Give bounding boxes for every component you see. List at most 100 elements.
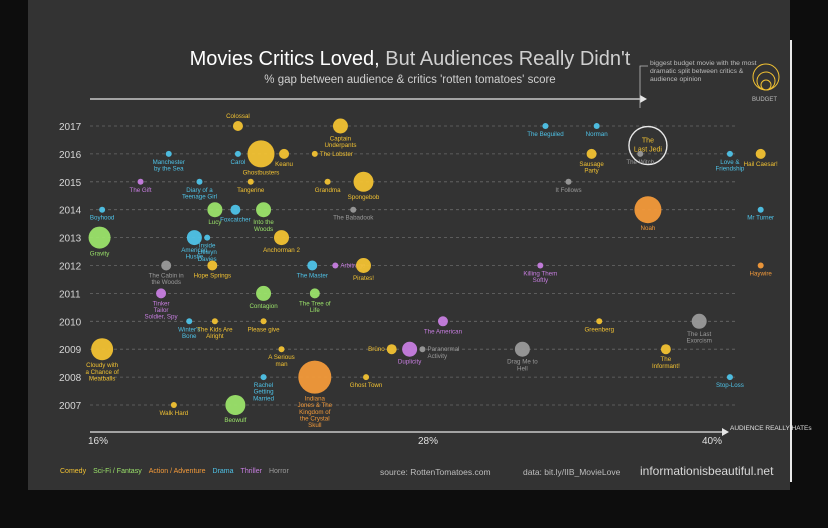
bubble-39 xyxy=(256,285,272,301)
bubble-32 xyxy=(207,260,218,271)
bubble-label-41-0: Winter's xyxy=(178,326,200,333)
bubble-1 xyxy=(332,118,348,134)
budget-legend-label: BUDGET xyxy=(752,97,778,103)
bubble-51 xyxy=(419,346,426,353)
bubble-37 xyxy=(757,262,764,269)
bubble-label-44-0: The American xyxy=(424,328,463,335)
bubble-46 xyxy=(691,313,707,329)
year-label-2010: 2010 xyxy=(59,317,82,328)
year-label-2012: 2012 xyxy=(59,262,82,273)
year-label-2009: 2009 xyxy=(59,345,82,356)
bubble-label-48-1: man xyxy=(275,361,288,368)
bubble-59 xyxy=(225,395,246,415)
bubble-label-24-0: The Babadook xyxy=(333,215,374,222)
bubble-5 xyxy=(165,150,172,157)
bubble-label-55-4: Skull xyxy=(308,422,321,429)
bubble-15 xyxy=(196,178,203,185)
year-label-2015: 2015 xyxy=(59,178,82,189)
bubble-label-25-0: Noah xyxy=(641,225,656,232)
bubble-35 xyxy=(356,258,371,273)
bubble-label-5-1: by the Sea xyxy=(154,166,184,173)
bubble-11 xyxy=(637,150,644,157)
bubble-label-51-0: Paranormal xyxy=(427,346,459,353)
bubble-label-22-0: Foxcatcher xyxy=(220,217,251,224)
bubble-label-12-1: Friendship xyxy=(715,166,744,173)
bubble-label-46-1: Exorcism xyxy=(686,337,711,344)
bubble-7 xyxy=(247,140,275,168)
note-leader xyxy=(639,65,648,108)
bubble-42 xyxy=(211,318,218,325)
bubble-24 xyxy=(350,206,357,213)
bubble-58 xyxy=(170,402,177,408)
bubble-label-3-0: Norman xyxy=(586,131,609,138)
bubble-label-0-0: Colossal xyxy=(226,113,250,120)
bubble-label-41-1: Bone xyxy=(182,333,197,340)
bubble-label-29-2: Davies xyxy=(198,256,217,263)
right-edge-rule xyxy=(790,40,792,482)
bubble-50 xyxy=(402,341,418,357)
bubble-label-14-0: The Gift xyxy=(130,187,152,194)
bubble-label-51-1: Activity xyxy=(427,353,448,360)
bubble-label-31-0: The Cabin in xyxy=(149,273,185,280)
bubble-label-57-0: Stop-Loss xyxy=(716,382,744,389)
bubble-label-1-1: Underpants xyxy=(324,142,356,149)
bubble-16 xyxy=(247,178,254,185)
bubble-label-28-0: American xyxy=(181,247,208,254)
legend-item-drama: Drama xyxy=(212,468,234,475)
chart-panel xyxy=(28,0,790,490)
bubble-label-45-0: Greenberg xyxy=(584,326,614,333)
bubble-label-8-0: Keanu xyxy=(275,161,293,168)
legend-item-thriller: Thriller xyxy=(240,468,262,475)
bubble-label-47-1: a Chance of xyxy=(85,369,119,376)
bubble-label-13-0: Hail Caesar! xyxy=(744,161,778,168)
bubble-45 xyxy=(596,318,603,325)
x-tick-28pct: 28% xyxy=(418,436,438,447)
bubble-label-53-0: The xyxy=(661,356,672,363)
bubble-41 xyxy=(186,318,193,325)
bubble-49 xyxy=(386,344,397,355)
legend-item-scifi: Sci-Fi / Fantasy xyxy=(93,468,142,475)
bubble-label-55-3: the Crystal xyxy=(300,415,330,422)
bubble-label-18-0: Spongebob xyxy=(348,194,380,201)
bubble-label-54-1: Getting xyxy=(254,389,275,396)
year-label-2014: 2014 xyxy=(59,206,82,217)
bubble-label-20-0: Boyhood xyxy=(90,215,115,222)
bubble-label-19-0: It Follows xyxy=(555,187,581,194)
bubble-20 xyxy=(99,206,106,213)
bubble-14 xyxy=(137,178,144,185)
year-label-2016: 2016 xyxy=(59,150,82,161)
budget-ring-0 xyxy=(752,63,780,91)
bubble-label-27-0: Gravity xyxy=(90,251,111,258)
axis-end-label: AUDIENCE REALLY HATEs xyxy=(730,425,812,432)
bubble-19 xyxy=(565,178,572,185)
bubble-label-37-0: Haywire xyxy=(750,271,773,278)
chart-title: Movies Critics Loved, But Audiences Real… xyxy=(150,48,670,71)
bubble-label-38-1: Tailor xyxy=(154,307,169,314)
legend-item-action: Action / Adventure xyxy=(148,468,206,475)
x-tick-40pct: 40% xyxy=(702,436,722,447)
bubble-label-59-0: Beowulf xyxy=(224,417,246,424)
bubble-label-11-0: The Witch xyxy=(626,159,654,166)
bubble-12 xyxy=(726,150,733,157)
bubble-label-39-0: Contagion xyxy=(249,303,278,310)
bubble-label-9-0: The Lobster xyxy=(320,151,353,158)
bubble-label-26-0: Mr Turner xyxy=(747,215,774,222)
bubble-label-52-1: Hell xyxy=(517,365,528,372)
bubble-label-53-1: Informant! xyxy=(652,363,680,370)
bubble-label-47-2: Meatballs xyxy=(89,375,115,382)
bubble-0 xyxy=(232,121,243,131)
bubble-label-34-0: Arbitrage xyxy=(340,263,366,270)
bubble-label-17-0: Grandma xyxy=(315,187,341,194)
bubble-34 xyxy=(332,262,339,269)
legend-item-horror: Horror xyxy=(268,468,289,475)
bubble-label-55-2: Kingdom of xyxy=(299,409,331,416)
bubble-label-55-1: Jones & The xyxy=(297,402,332,409)
legend-item-comedy: Comedy xyxy=(60,468,87,475)
bubble-label-7-0: Ghostbusters xyxy=(243,169,280,176)
bubble-31 xyxy=(161,260,172,271)
top-arrow-head xyxy=(640,95,647,103)
bubble-label-10-0: Sausage xyxy=(579,161,604,168)
budget-note: biggest budget movie with the most drama… xyxy=(650,60,757,84)
bubble-48 xyxy=(278,346,285,353)
bubble-label-48-0: A Serious xyxy=(268,354,294,361)
